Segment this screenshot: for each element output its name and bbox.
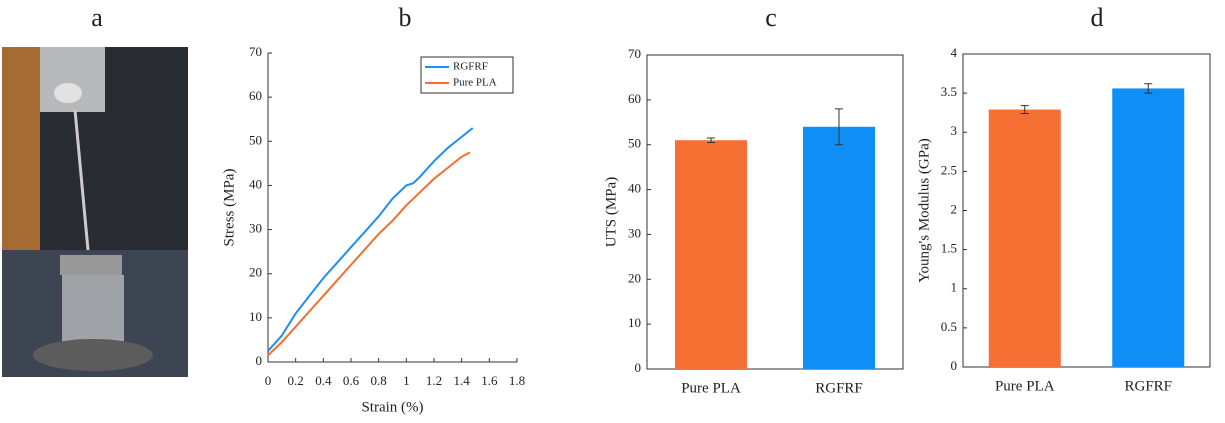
y-tick-label: 70	[249, 44, 262, 59]
x-tick-label: 1.4	[454, 373, 471, 388]
y-tick-label: 60	[628, 91, 641, 106]
x-tick-label: RGFRF	[1124, 378, 1172, 394]
panel-label: d	[1091, 3, 1104, 32]
panel-label: c	[765, 3, 777, 32]
x-tick-label: 1.2	[426, 373, 442, 388]
y-tick-label: 2	[951, 201, 958, 216]
panel-label: b	[399, 3, 412, 32]
photo	[2, 47, 188, 377]
y-tick-label: 2.5	[941, 162, 957, 177]
y-tick-label: 40	[249, 176, 262, 191]
x-tick-label: 0.8	[371, 373, 387, 388]
y-tick-label: 20	[628, 270, 641, 285]
x-tick-label: 0.4	[315, 373, 332, 388]
legend-label: RGFRF	[453, 61, 488, 73]
y-tick-label: 50	[249, 132, 262, 147]
x-tick-label: 1.8	[509, 373, 525, 388]
y-tick-label: 60	[249, 88, 262, 103]
y-tick-label: 30	[249, 221, 262, 236]
y-axis-label: UTS (MPa)	[603, 177, 619, 247]
bar	[803, 126, 875, 370]
y-tick-label: 10	[249, 309, 262, 324]
y-tick-label: 1.5	[941, 241, 957, 256]
legend-label: Pure PLA	[453, 77, 497, 89]
y-axis-label: Stress (MPa)	[221, 169, 237, 247]
y-tick-label: 70	[628, 46, 641, 61]
x-tick-label: RGFRF	[815, 380, 863, 396]
y-tick-label: 4	[951, 45, 958, 60]
line	[267, 151, 471, 357]
y-tick-label: 3	[951, 123, 958, 138]
y-tick-label: 10	[628, 315, 641, 330]
x-tick-label: 0	[265, 373, 272, 388]
panel-label: a	[91, 3, 103, 32]
legend-box	[420, 56, 514, 94]
y-tick-label: 20	[249, 265, 262, 280]
y-tick-label: 0	[256, 353, 263, 368]
axes	[962, 53, 1211, 368]
x-tick-label: 1	[403, 373, 410, 388]
y-tick-label: 3.5	[941, 84, 957, 99]
x-axis-label: Strain (%)	[361, 399, 423, 415]
bar	[675, 140, 747, 369]
x-tick-label: Pure PLA	[681, 380, 741, 396]
error-bar	[835, 108, 843, 146]
y-tick-label: 40	[628, 181, 641, 196]
bar	[988, 109, 1061, 368]
y-tick-label: 0	[951, 358, 958, 373]
line	[267, 127, 474, 352]
y-tick-label: 0.5	[941, 319, 957, 334]
error-bar	[1020, 105, 1029, 114]
y-tick-label: 50	[628, 136, 641, 151]
y-tick-label: 1	[951, 280, 958, 295]
y-tick-label: 0	[635, 360, 642, 375]
x-tick-label: 1.6	[481, 373, 498, 388]
axes	[646, 54, 904, 370]
y-axis-label: Young's Modulus (GPa)	[916, 138, 932, 283]
x-tick-label: 0.2	[288, 373, 304, 388]
error-bar	[1144, 83, 1153, 94]
y-tick-label: 30	[628, 225, 641, 240]
error-bar	[707, 137, 715, 143]
bar	[1112, 88, 1185, 368]
x-tick-label: 0.6	[343, 373, 360, 388]
x-tick-label: Pure PLA	[995, 378, 1055, 394]
